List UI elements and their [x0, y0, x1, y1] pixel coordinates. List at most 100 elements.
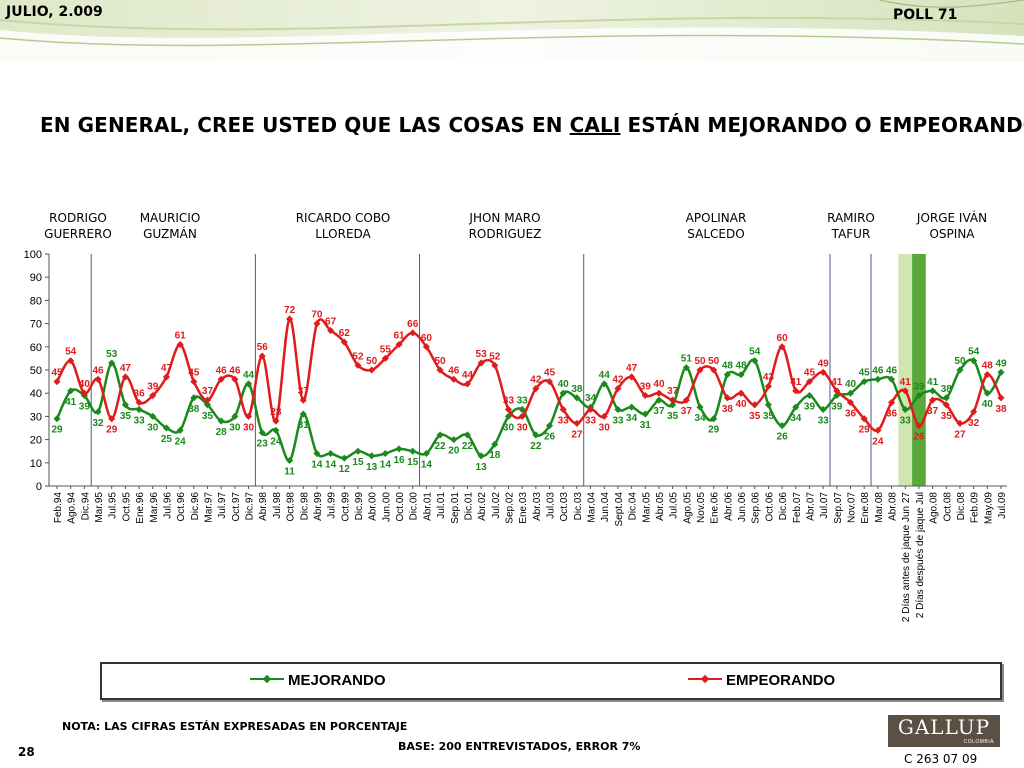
page-number: 28 — [18, 745, 35, 759]
data-point-mejorando — [149, 412, 157, 420]
data-label-empeorando: 28 — [270, 407, 282, 418]
x-tick-label: Dic.06 — [778, 492, 789, 521]
x-tick-label: Abr.07 — [805, 492, 816, 521]
data-label-mejorando: 39 — [913, 382, 925, 393]
x-tick-label: Ene.03 — [518, 492, 529, 524]
x-tick-label: Jul.01 — [436, 492, 447, 519]
data-point-mejorando — [368, 452, 376, 460]
x-tick-label: Jul.97 — [217, 492, 228, 519]
data-point-empeorando — [956, 419, 964, 427]
data-label-mejorando: 35 — [120, 411, 132, 422]
data-point-empeorando — [778, 343, 786, 351]
data-label-empeorando: 30 — [599, 422, 611, 433]
data-label-empeorando: 62 — [339, 328, 351, 339]
x-tick-label: Abr.08 — [888, 492, 899, 521]
data-label-mejorando: 34 — [694, 413, 706, 424]
data-point-mejorando — [956, 366, 964, 374]
data-label-mejorando: 46 — [872, 365, 884, 376]
data-point-empeorando — [860, 415, 868, 423]
admin-label-guerrero: RODRIGO GUERRERO — [36, 210, 120, 242]
data-point-empeorando — [983, 371, 991, 379]
admin-label-ospina: JORGE IVÁN OSPINA — [900, 210, 1004, 242]
data-label-empeorando: 33 — [585, 415, 597, 426]
data-label-mejorando: 33 — [612, 415, 624, 426]
data-label-empeorando: 26 — [913, 432, 925, 443]
data-point-empeorando — [450, 375, 458, 383]
x-tick-label: Abr.99 — [313, 492, 324, 521]
data-label-mejorando: 22 — [435, 441, 447, 452]
data-label-mejorando: 46 — [886, 365, 898, 376]
data-label-empeorando: 43 — [763, 372, 775, 383]
data-point-mejorando — [600, 380, 608, 388]
data-label-mejorando: 30 — [147, 422, 159, 433]
data-label-mejorando: 35 — [202, 411, 214, 422]
x-tick-label: Oct.99 — [340, 492, 351, 522]
data-point-empeorando — [108, 415, 116, 423]
data-point-empeorando — [874, 426, 882, 434]
data-point-empeorando — [327, 327, 335, 335]
data-label-mejorando: 22 — [462, 441, 474, 452]
y-tick-label: 90 — [30, 272, 42, 284]
data-label-empeorando: 40 — [735, 399, 747, 410]
x-tick-label: Abr.98 — [258, 492, 269, 521]
data-point-empeorando — [764, 382, 772, 390]
data-label-empeorando: 37 — [202, 386, 214, 397]
data-point-empeorando — [162, 373, 170, 381]
data-label-mejorando: 25 — [161, 434, 173, 445]
data-point-mejorando — [135, 405, 143, 413]
y-tick-label: 20 — [30, 435, 42, 447]
data-label-mejorando: 13 — [476, 462, 488, 473]
data-label-mejorando: 39 — [79, 402, 91, 413]
data-label-mejorando: 32 — [92, 418, 104, 429]
data-point-empeorando — [272, 417, 280, 425]
admin-line1: APOLINAR — [685, 211, 747, 225]
data-point-mejorando — [108, 359, 116, 367]
data-point-empeorando — [846, 398, 855, 407]
x-tick-label: Mar.95 — [94, 492, 105, 523]
data-point-mejorando — [354, 447, 362, 455]
data-point-empeorando — [135, 398, 143, 407]
data-point-mejorando — [792, 403, 800, 411]
x-tick-label: Jul.96 — [162, 492, 173, 519]
data-label-empeorando: 27 — [954, 429, 966, 440]
data-label-mejorando: 37 — [653, 406, 665, 417]
data-label-empeorando: 46 — [229, 365, 241, 376]
x-tick-label: Mar.05 — [641, 492, 652, 523]
data-label-mejorando: 31 — [298, 420, 310, 431]
x-tick-label: Sept.04 — [614, 492, 625, 527]
data-point-empeorando — [587, 405, 595, 413]
data-point-empeorando — [231, 375, 239, 383]
data-point-mejorando — [983, 389, 991, 397]
x-tick-label: Dic.03 — [573, 492, 584, 521]
data-point-empeorando — [190, 378, 198, 386]
data-label-empeorando: 29 — [106, 425, 118, 436]
data-point-empeorando — [696, 366, 704, 374]
data-label-mejorando: 29 — [51, 425, 63, 436]
data-label-empeorando: 61 — [175, 330, 187, 341]
x-tick-label: 2 Días antes de jaque Jun 27 — [901, 492, 912, 623]
data-point-empeorando — [559, 405, 567, 413]
data-label-mejorando: 16 — [393, 455, 405, 466]
data-point-empeorando — [286, 315, 294, 323]
data-point-empeorando — [217, 375, 225, 383]
data-point-empeorando — [463, 380, 471, 388]
series-line-mejorando — [55, 358, 1003, 462]
data-label-empeorando: 50 — [435, 356, 447, 367]
header-band — [0, 0, 1024, 62]
data-label-mejorando: 30 — [503, 422, 515, 433]
data-point-mejorando — [203, 401, 212, 409]
data-point-empeorando — [436, 366, 444, 374]
y-tick-label: 80 — [30, 295, 42, 307]
data-label-mejorando: 26 — [544, 432, 556, 443]
data-label-mejorando: 38 — [571, 384, 583, 395]
data-point-mejorando — [299, 410, 307, 418]
x-tick-label: Nov.07 — [847, 492, 858, 523]
data-point-mejorando — [327, 449, 335, 458]
data-point-empeorando — [299, 396, 307, 404]
x-tick-label: Feb.94 — [53, 492, 64, 524]
data-point-empeorando — [682, 396, 690, 404]
data-label-empeorando: 46 — [216, 365, 228, 376]
data-label-mejorando: 54 — [749, 347, 761, 358]
data-point-empeorando — [409, 329, 417, 337]
title-city: CALI — [569, 113, 621, 137]
